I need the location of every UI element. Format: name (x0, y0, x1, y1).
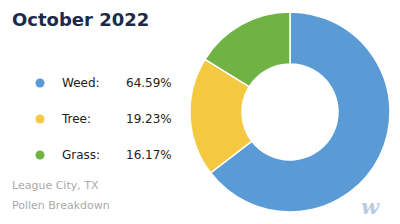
slice (205, 12, 290, 87)
legend-swatch (36, 79, 45, 88)
legend-label: Tree: (61, 112, 91, 126)
legend-label: Grass: (62, 148, 100, 162)
legend-value: 19.23% (126, 112, 172, 126)
subtitle: Pollen Breakdown (12, 199, 110, 212)
legend-swatch (36, 151, 45, 160)
legend-value: 64.59% (126, 76, 172, 90)
legend-label: Weed: (62, 76, 100, 90)
legend-value: 16.17% (126, 148, 172, 162)
chart: October 2022 Weed: 64.59% Tree: 19.23% Grass:… (0, 0, 400, 224)
title: October 2022 (12, 9, 149, 30)
watermark: w (361, 194, 380, 219)
subtitle: League City, TX (12, 179, 99, 192)
legend-swatch (36, 115, 45, 124)
legend: Weed: 64.59% Tree: 19.23% Grass: 16.17% (36, 76, 172, 162)
donut (190, 12, 390, 212)
chart-container: October 2022 Weed: 64.59% Tree: 19.23% Grass:… (0, 0, 400, 224)
